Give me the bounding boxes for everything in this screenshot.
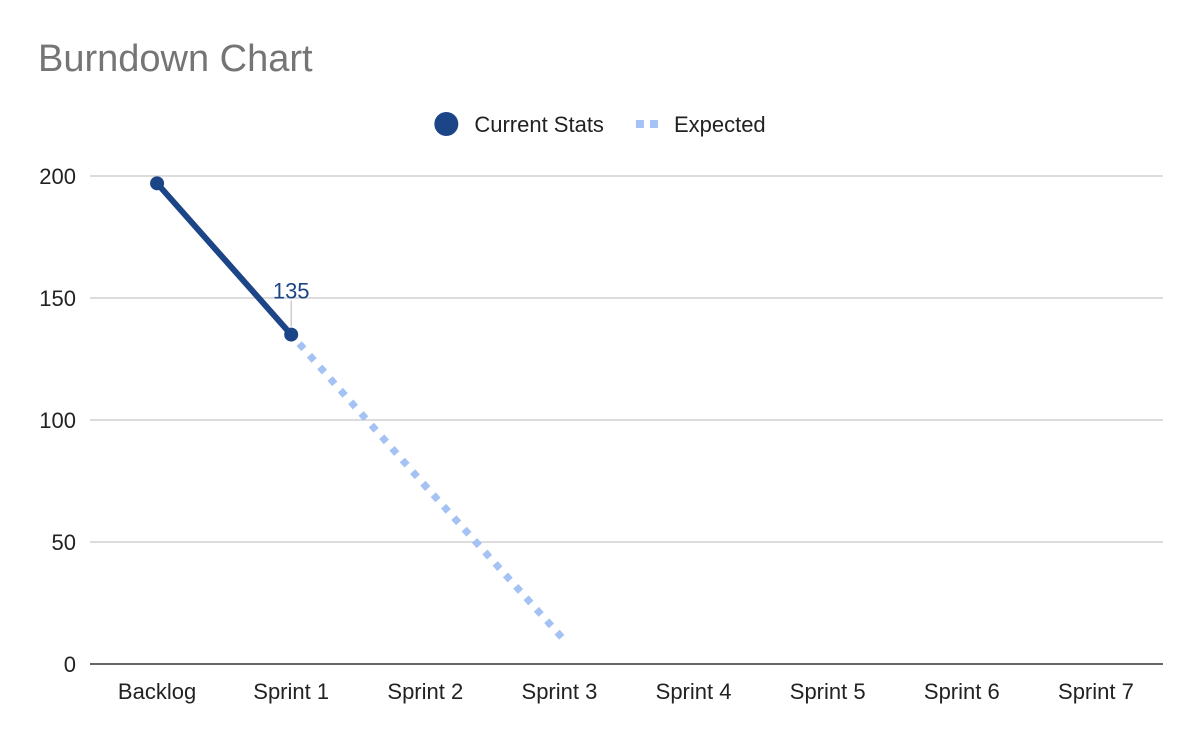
legend-label-expected: Expected: [674, 112, 766, 137]
data-label-135: 135: [273, 279, 310, 304]
data-point-current-stats-backlog: [150, 176, 165, 191]
x-tick-label-4: Sprint 3: [522, 679, 598, 704]
data-point-current-stats-sprint-1: [284, 327, 299, 342]
expected-dot: [533, 606, 544, 617]
series-current-stats-line: [154, 180, 295, 338]
legend-item-current-stats: Current Stats: [434, 112, 604, 137]
legend-item-expected: Expected: [635, 112, 766, 137]
y-tick-label-0: 0: [64, 652, 76, 677]
expected-dot: [348, 399, 359, 410]
expected-dot: [523, 595, 534, 606]
expected-dot: [482, 549, 493, 560]
axes: 0 50 100 150 200 Backlog Sprint 1 Sprint 2 Sprin…: [39, 164, 1163, 704]
expected-dot: [430, 492, 441, 503]
x-tick-label-2: Sprint 1: [253, 679, 329, 704]
expected-dot: [399, 457, 410, 468]
expected-dot: [410, 469, 420, 480]
chart-title: Burndown Chart: [38, 38, 313, 80]
x-tick-label-3: Sprint 2: [387, 679, 463, 704]
legend-label-current-stats: Current Stats: [474, 112, 604, 137]
legend-swatch-current-stats: [434, 112, 459, 136]
y-tick-label-50: 50: [52, 530, 76, 555]
expected-dot: [358, 411, 369, 421]
expected-dot: [337, 387, 348, 398]
expected-dot: [544, 618, 555, 629]
series-layer: [150, 176, 565, 640]
expected-dot: [471, 538, 482, 549]
x-tick-label-6: Sprint 5: [790, 679, 866, 704]
expected-dot: [389, 446, 400, 456]
gridlines: [90, 175, 1163, 543]
y-tick-label-200: 200: [39, 164, 76, 189]
x-tick-label-7: Sprint 6: [924, 679, 1000, 704]
series-expected: [296, 341, 565, 640]
expected-dot: [317, 364, 328, 375]
expected-dot: [554, 629, 565, 640]
expected-dot: [296, 341, 307, 352]
expected-dot: [306, 352, 317, 363]
legend-swatch-expected: [649, 120, 658, 128]
expected-dot: [502, 572, 513, 583]
expected-dot: [492, 561, 503, 571]
y-tick-label-100: 100: [39, 408, 76, 433]
expected-dot: [379, 434, 389, 445]
legend-swatch-expected: [635, 120, 644, 128]
y-tick-label-150: 150: [39, 286, 76, 311]
expected-dot: [327, 376, 338, 387]
expected-dot: [513, 583, 524, 594]
expected-dot: [461, 526, 472, 537]
data-labels: 135: [273, 279, 310, 327]
expected-dot: [451, 515, 462, 526]
expected-dot: [420, 480, 431, 491]
x-tick-label-1: Backlog: [118, 679, 196, 704]
x-tick-label-8: Sprint 7: [1058, 679, 1134, 704]
x-tick-label-5: Sprint 4: [656, 679, 732, 704]
expected-dot: [441, 503, 451, 514]
expected-dot: [368, 422, 379, 433]
legend: Current Stats Expected: [434, 112, 766, 137]
